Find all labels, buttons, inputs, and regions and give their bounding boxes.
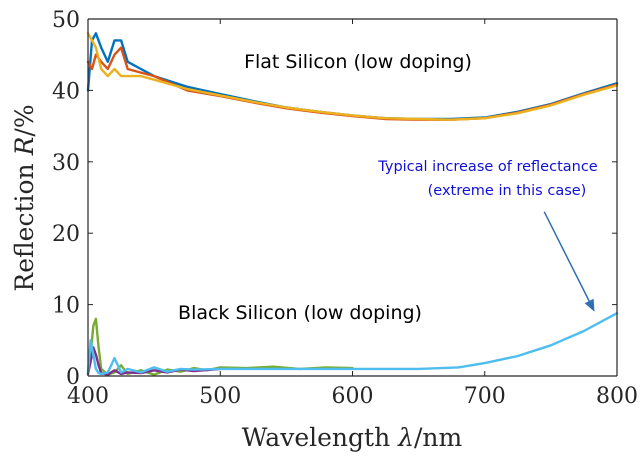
- x-tick-label: 800: [596, 384, 638, 409]
- x-ticks: 400 500 600 700 800: [67, 19, 638, 409]
- annotation-arrowhead: [584, 298, 595, 312]
- flat-silicon-label: Flat Silicon (low doping): [244, 51, 472, 73]
- black-silicon-series-4: [86, 317, 354, 376]
- y-tick-label: 0: [66, 365, 80, 390]
- black-silicon-series-6: [86, 312, 619, 376]
- y-axis-title: Reflection R/%: [10, 104, 39, 291]
- x-tick-label: 500: [199, 384, 241, 409]
- y-tick-label: 30: [52, 151, 80, 176]
- x-tick-label: 700: [464, 384, 506, 409]
- series-layer: [86, 32, 619, 376]
- reflectance-increase-subnote: (extreme in this case): [428, 183, 587, 199]
- flat-silicon-series-3: [86, 32, 619, 121]
- y-tick-label: 10: [52, 294, 80, 319]
- y-tick-label: 20: [52, 222, 80, 247]
- y-tick-label: 50: [52, 8, 80, 33]
- y-ticks: 0 10 20 30 40 50: [52, 8, 617, 390]
- black-silicon-label: Black Silicon (low doping): [178, 302, 422, 324]
- x-tick-label: 600: [332, 384, 374, 409]
- reflectance-increase-note: Typical increase of reflectance: [377, 159, 598, 175]
- x-tick-label: 400: [67, 384, 109, 409]
- annotation-arrow: [543, 211, 590, 302]
- flat-silicon-series-1: [86, 32, 619, 121]
- x-axis-title: Wavelength λ/nm: [242, 423, 463, 452]
- y-tick-label: 40: [52, 79, 80, 104]
